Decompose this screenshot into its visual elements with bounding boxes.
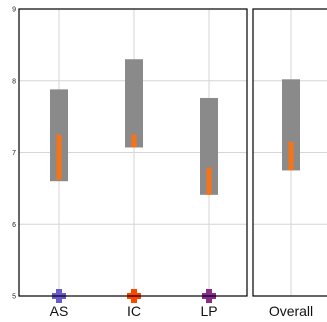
y-tick-label: 9 [12, 7, 16, 14]
overall-panel: Overall [252, 8, 327, 319]
range-bar-outer [200, 97, 218, 195]
range-bar-outer [125, 59, 143, 148]
y-tick-label: 7 [12, 150, 16, 157]
category-label: AS [50, 303, 69, 319]
y-tick-label: 5 [12, 294, 16, 301]
range-bar-outer [282, 79, 300, 171]
main-panel: AS IC LP 5 6 7 8 9 [12, 7, 248, 319]
category-label: IC [127, 303, 141, 319]
y-tick-label: 8 [12, 78, 16, 85]
range-bar-inner [206, 167, 212, 195]
range-bar-inner [131, 134, 137, 148]
y-tick-label: 6 [12, 222, 16, 229]
category-label: LP [200, 303, 217, 319]
plot-frame [252, 8, 327, 297]
range-bar-inner [288, 141, 294, 171]
category-label: Overall [269, 303, 313, 319]
plot-frame [18, 8, 248, 297]
range-bar-inner [56, 134, 62, 180]
